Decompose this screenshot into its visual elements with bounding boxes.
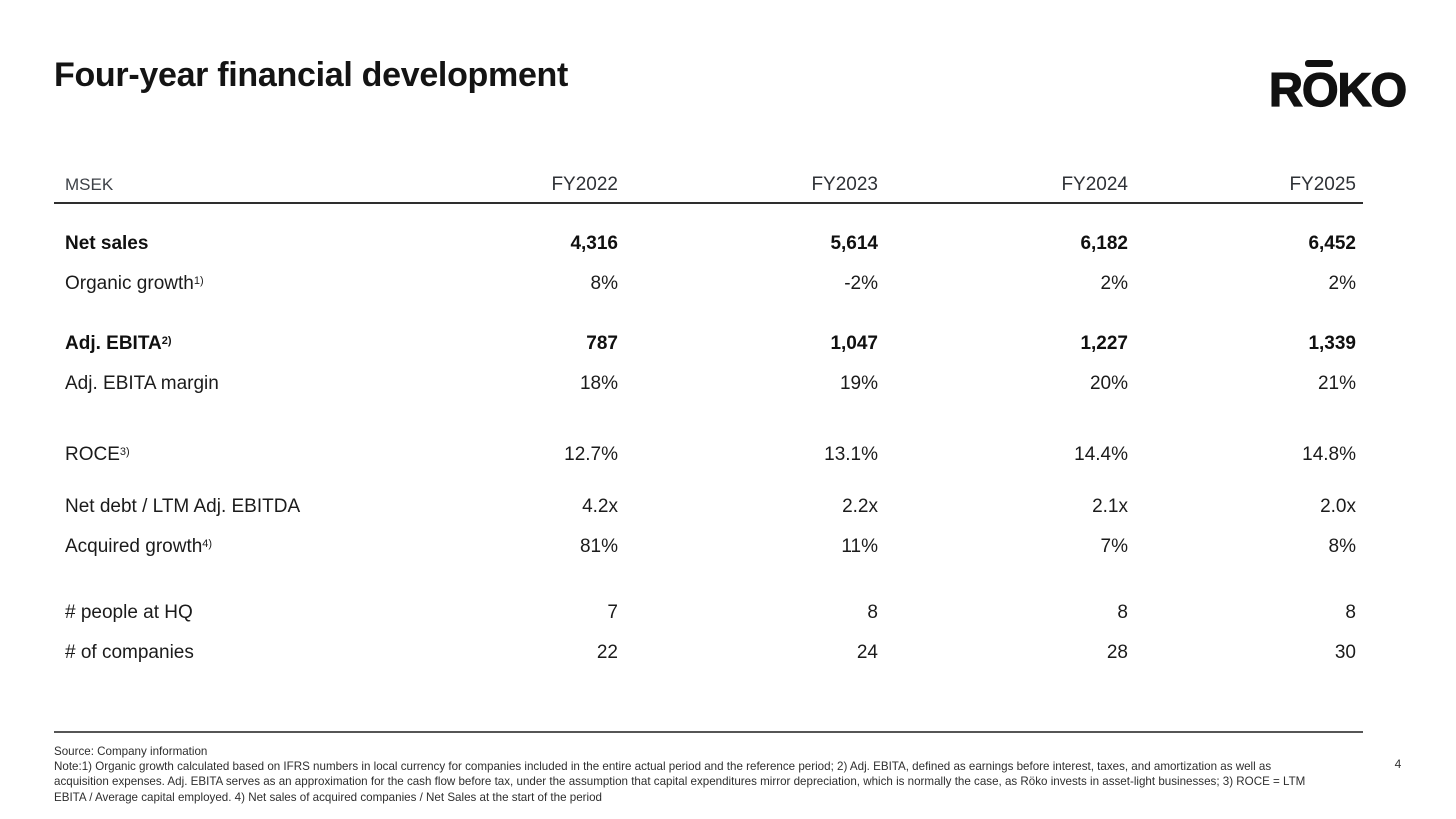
table-spacer-row (54, 567, 1363, 593)
table-spacer-row (54, 203, 1363, 224)
cell-value: 4,316 (570, 233, 618, 254)
column-header-fy2023: FY2023 (618, 168, 878, 204)
cell-value: 1,339 (1308, 333, 1356, 354)
footnote-marker: 1) (193, 275, 204, 288)
table-row: # of companies 22 24 28 30 (54, 633, 1363, 673)
cell-value: 19% (839, 373, 878, 394)
cell-value: 22 (596, 642, 618, 663)
cell-value: 787 (586, 333, 618, 354)
cell-value: -2% (844, 273, 878, 294)
cell-value: 6,182 (1080, 233, 1128, 254)
table-row: # people at HQ 7 8 8 8 (54, 593, 1363, 633)
row-label: # of companies (65, 642, 194, 663)
note-text: Note:1) Organic growth calculated based … (54, 760, 1306, 804)
cell-value: 8 (867, 602, 878, 623)
cell-value: 7 (607, 602, 618, 623)
table-row: Adj. EBITA2) 787 1,047 1,227 1,339 (54, 324, 1363, 364)
cell-value: 30 (1334, 642, 1356, 663)
page-number: 4 (1394, 757, 1402, 771)
cell-value: 6,452 (1308, 233, 1356, 254)
table-body: Net sales 4,316 5,614 6,182 6,452 Organic gro… (54, 203, 1363, 673)
cell-value: 4.2x (582, 496, 618, 517)
row-label: ROCE3) (65, 444, 130, 465)
roko-logo: ROKO (1268, 59, 1408, 117)
cell-value: 28 (1106, 642, 1128, 663)
cell-value: 2% (1100, 273, 1128, 294)
cell-value: 20% (1089, 373, 1128, 394)
footnote-marker: 2) (161, 335, 172, 348)
cell-value: 2% (1328, 273, 1356, 294)
table-spacer-row (54, 304, 1363, 324)
cell-value: 81% (579, 536, 618, 557)
cell-value: 8 (1117, 602, 1128, 623)
footnote-marker: 4) (202, 538, 213, 551)
cell-value: 14.4% (1074, 444, 1128, 465)
cell-value: 7% (1100, 536, 1128, 557)
table-spacer-row (54, 475, 1363, 487)
source-text: Source: Company information (54, 745, 208, 758)
row-label: Adj. EBITA2) (65, 333, 172, 354)
column-header-fy2025: FY2025 (1128, 168, 1363, 204)
table-row: Organic growth1) 8% -2% 2% 2% (54, 264, 1363, 304)
table-row: Net debt / LTM Adj. EBITDA 4.2x 2.2x 2.1x 2.… (54, 487, 1363, 527)
cell-value: 8% (1328, 536, 1356, 557)
row-label: Adj. EBITA margin (65, 373, 219, 394)
logo-letters-ko: KO (1337, 62, 1408, 116)
cell-value: 2.2x (842, 496, 878, 517)
row-label: # people at HQ (65, 602, 193, 623)
table-row: Acquired growth4) 81% 11% 7% 8% (54, 527, 1363, 567)
footnotes: Source: Company information Note:1) Orga… (54, 744, 1326, 805)
cell-value: 12.7% (564, 444, 618, 465)
column-header-fy2022: FY2022 (354, 168, 618, 204)
row-label: Net debt / LTM Adj. EBITDA (65, 496, 301, 517)
footnote-marker: 3) (119, 446, 130, 459)
logo-letter-o-macron: O (1301, 59, 1339, 117)
table-row: ROCE3) 12.7% 13.1% 14.4% 14.8% (54, 435, 1363, 475)
cell-value: 13.1% (824, 444, 878, 465)
cell-value: 2.0x (1320, 496, 1356, 517)
cell-value: 24 (856, 642, 878, 663)
cell-value: 14.8% (1302, 444, 1356, 465)
footer-divider (54, 731, 1363, 733)
cell-value: 8% (590, 273, 618, 294)
column-header-fy2024: FY2024 (878, 168, 1128, 204)
cell-value: 5,614 (830, 233, 878, 254)
cell-value: 21% (1317, 373, 1356, 394)
logo-letter-r: R (1268, 62, 1303, 116)
cell-value: 1,227 (1080, 333, 1128, 354)
row-label: Net sales (65, 233, 149, 254)
cell-value: 2.1x (1092, 496, 1128, 517)
table-row: Net sales 4,316 5,614 6,182 6,452 (54, 224, 1363, 264)
cell-value: 8 (1345, 602, 1356, 623)
cell-value: 11% (841, 536, 878, 557)
page-title: Four-year financial development (54, 56, 569, 94)
table-header-row: MSEK FY2022 FY2023 FY2024 FY2025 (54, 168, 1363, 204)
cell-value: 18% (579, 373, 618, 394)
unit-label: MSEK (54, 168, 354, 204)
cell-value: 1,047 (830, 333, 878, 354)
financial-table: MSEK FY2022 FY2023 FY2024 FY2025 Net sales 4… (54, 168, 1363, 673)
row-label: Organic growth1) (65, 273, 204, 294)
table-spacer-row (54, 404, 1363, 435)
table-row: Adj. EBITA margin 18% 19% 20% 21% (54, 364, 1363, 404)
row-label: Acquired growth4) (65, 536, 213, 557)
